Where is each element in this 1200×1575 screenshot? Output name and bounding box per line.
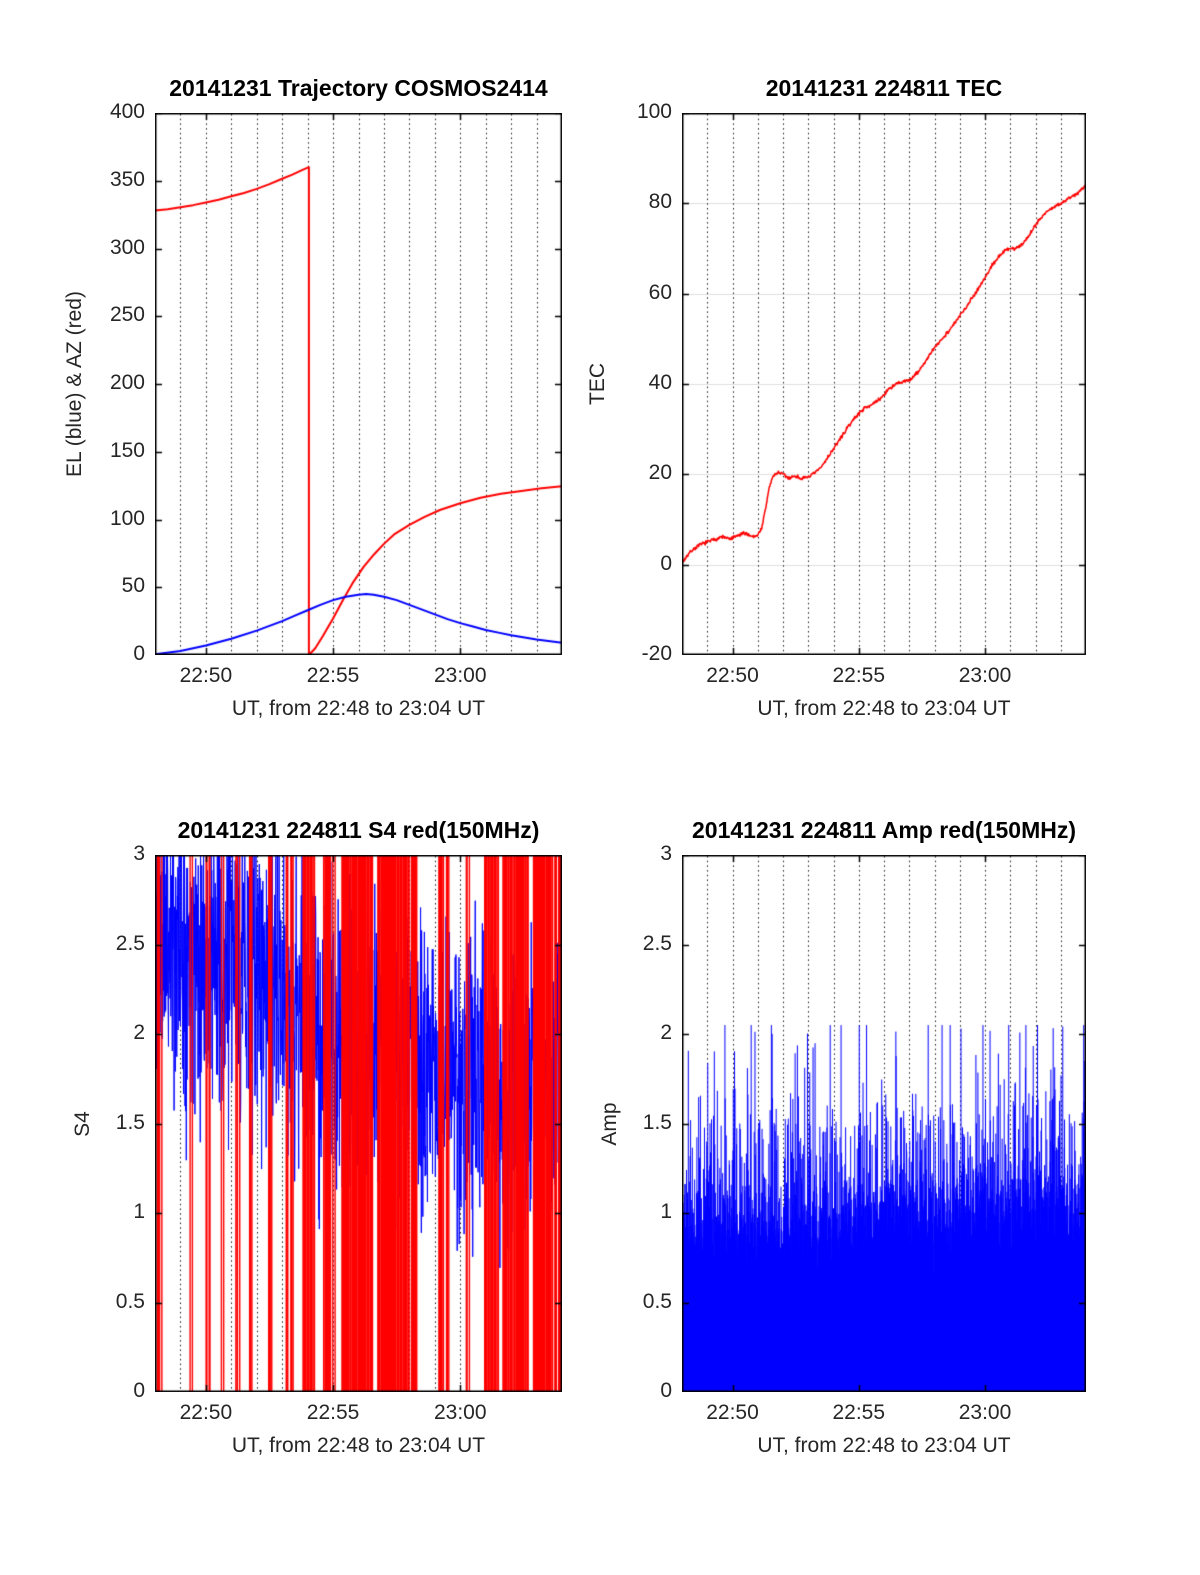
x-tick-label: 23:00 <box>433 664 487 687</box>
y-tick-label: 0 <box>660 551 672 575</box>
plot-canvas-trajectory <box>155 113 562 655</box>
chart-title-tec: 20141231 224811 TEC <box>765 75 1003 101</box>
y-tick-label: 2 <box>133 1021 145 1044</box>
x-tick-label: 22:55 <box>306 1401 360 1424</box>
y-tick-label: 1 <box>660 1200 672 1223</box>
y-tick-label: 0 <box>133 642 145 665</box>
x-axis-label-trajectory: UT, from 22:48 to 23:04 UT <box>231 697 486 720</box>
y-tick-label: 100 <box>636 100 672 123</box>
y-tick-label: 2.5 <box>115 931 145 955</box>
x-tick-label: 22:50 <box>179 1401 233 1424</box>
y-tick-label: 50 <box>121 574 145 598</box>
x-tick-label: 22:50 <box>179 664 233 687</box>
y-tick-label: 250 <box>109 303 145 327</box>
chart-title-amp: 20141231 224811 Amp red(150MHz) <box>692 817 1076 843</box>
y-tick-label: 40 <box>648 371 672 394</box>
y-tick-label: 0.5 <box>642 1289 672 1313</box>
y-tick-label: 350 <box>109 167 145 191</box>
figure-tec: 20141231 224811 TEC TEC UT, from 22:48 t… <box>586 75 1086 720</box>
figure-s4: 20141231 224811 S4 red(150MHz) S4 UT, fr… <box>71 817 562 1457</box>
x-tick-label: 22:50 <box>706 1401 759 1424</box>
y-tick-label: 1.5 <box>642 1110 672 1134</box>
y-tick-label: 150 <box>109 438 145 462</box>
chart-title-trajectory: 20141231 Trajectory COSMOS2414 <box>169 75 548 101</box>
y-tick-label: 100 <box>109 506 145 530</box>
figure-trajectory: 20141231 Trajectory COSMOS2414 EL (blue)… <box>63 75 562 720</box>
plot-canvas-amp <box>682 855 1086 1392</box>
plot-canvas-tec <box>682 113 1086 655</box>
y-tick-label: -20 <box>641 642 672 665</box>
x-axis-label-amp: UT, from 22:48 to 23:04 UT <box>757 1434 1011 1457</box>
y-tick-label: 3 <box>133 842 145 865</box>
y-tick-label: 1 <box>133 1200 145 1223</box>
x-tick-label: 22:55 <box>832 1401 886 1424</box>
chart-title-s4: 20141231 224811 S4 red(150MHz) <box>177 817 540 843</box>
x-tick-label: 23:00 <box>958 1401 1012 1424</box>
x-tick-label: 22:55 <box>306 664 360 687</box>
y-tick-label: 20 <box>648 461 672 485</box>
plot-canvas-s4 <box>155 855 562 1392</box>
y-tick-label: 0 <box>660 1379 672 1402</box>
y-tick-label: 2 <box>660 1021 672 1044</box>
y-tick-label: 60 <box>648 280 672 304</box>
y-tick-label: 300 <box>109 235 145 259</box>
x-tick-label: 22:50 <box>706 664 759 687</box>
x-tick-label: 22:55 <box>832 664 886 687</box>
x-tick-label: 23:00 <box>433 1401 487 1424</box>
y-tick-label: 200 <box>109 371 145 394</box>
x-tick-label: 23:00 <box>958 664 1012 687</box>
x-axis-label-tec: UT, from 22:48 to 23:04 UT <box>757 697 1011 720</box>
y-tick-label: 0 <box>133 1379 145 1402</box>
y-tick-label: 2.5 <box>642 931 672 955</box>
y-tick-label: 3 <box>660 842 672 865</box>
figure-amp: 20141231 224811 Amp red(150MHz) Amp UT, … <box>598 817 1086 1457</box>
y-tick-label: 80 <box>648 190 672 214</box>
y-tick-label: 400 <box>109 100 145 123</box>
y-tick-label: 1.5 <box>115 1110 145 1134</box>
y-tick-label: 0.5 <box>115 1289 145 1313</box>
x-axis-label-s4: UT, from 22:48 to 23:04 UT <box>231 1434 486 1457</box>
